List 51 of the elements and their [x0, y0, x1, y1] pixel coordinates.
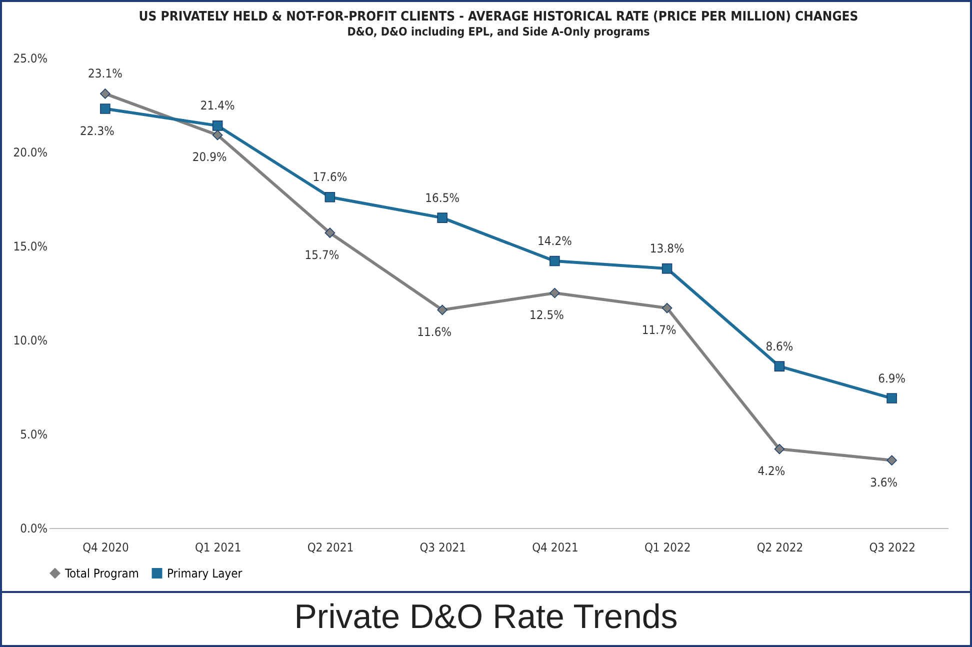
point: [662, 263, 672, 274]
data-label: 12.5%: [530, 308, 564, 322]
point: [212, 130, 223, 140]
text: Private D&O Rate Trends: [293, 597, 679, 638]
point: [437, 304, 448, 316]
x-tick-label: Q1 2021: [194, 540, 242, 554]
point: [886, 393, 897, 404]
legend-label: Total Program: [64, 566, 139, 580]
point: [324, 228, 336, 238]
point: [886, 455, 897, 466]
point: [774, 361, 785, 372]
x-tick-label: Q4 2021: [532, 540, 578, 554]
point: [100, 104, 110, 114]
y-tick-label: 10.0%: [13, 334, 48, 348]
data-label: 21.4%: [200, 98, 235, 113]
data-label: 11.7%: [642, 323, 676, 338]
point: [550, 288, 560, 298]
point: [774, 444, 785, 454]
point: [100, 88, 110, 99]
point: [212, 120, 223, 131]
point: [437, 212, 448, 223]
legend-label: Primary Layer: [167, 566, 243, 580]
data-label: 4.2%: [758, 464, 786, 478]
x-tick-label: Q3 2022: [869, 540, 916, 554]
data-label: 22.3%: [80, 124, 114, 138]
y-tick-label: 0.0%: [20, 522, 48, 536]
x-tick-label: Q2 2021: [307, 540, 354, 554]
point: [550, 256, 560, 266]
data-label: 17.6%: [312, 170, 348, 184]
y-tick-label: 5.0%: [20, 428, 48, 442]
data-label: 23.1%: [88, 66, 122, 81]
data-label: 16.5%: [425, 190, 460, 205]
chart-subtitle: D&O, D&O including EPL, and Side A-Only programs: [347, 24, 650, 38]
x-tick-label: Q1 2022: [644, 540, 691, 554]
data-label: 11.6%: [417, 324, 452, 339]
data-label: 14.2%: [538, 234, 572, 248]
data-label: 6.9%: [878, 371, 906, 386]
y-tick-label: 25.0%: [13, 52, 48, 66]
data-label: 3.6%: [870, 475, 898, 490]
data-label: 20.9%: [192, 150, 227, 164]
point: [324, 192, 336, 202]
y-tick-label: 20.0%: [13, 146, 48, 160]
x-tick-label: Q3 2021: [420, 540, 466, 554]
chart-title: US PRIVATELY HELD & NOT-FOR-PROFIT CLIENTS - AVERAGE HISTORICAL RATE (PRICE PER MILLION) CHANGES: [138, 10, 858, 24]
data-label: 15.7%: [304, 248, 340, 262]
y-tick-label: 15.0%: [13, 240, 48, 254]
point: [662, 302, 672, 314]
x-tick-label: Q2 2022: [756, 540, 804, 554]
x-tick-label: Q4 2020: [82, 540, 129, 554]
data-label: 8.6%: [766, 339, 794, 354]
data-label: 13.8%: [650, 242, 684, 256]
